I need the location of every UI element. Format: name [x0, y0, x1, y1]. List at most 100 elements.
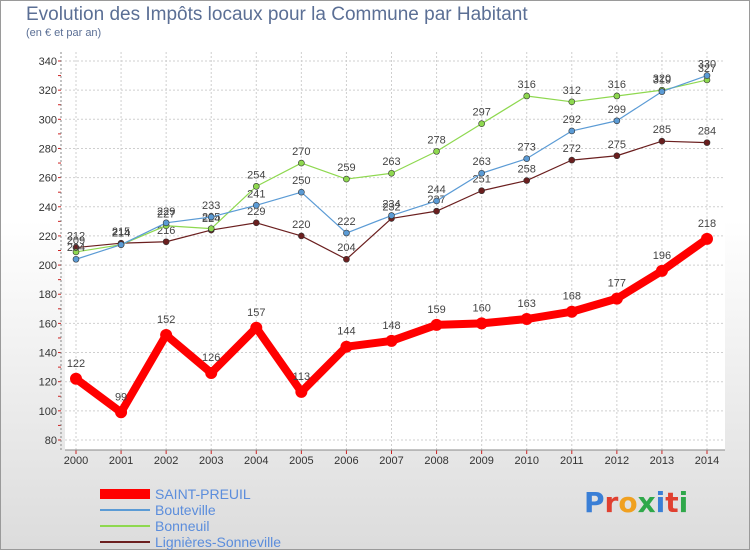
data-point-s3: [658, 137, 666, 145]
data-point-s1: [343, 229, 350, 237]
x-tick-label: 2010: [514, 455, 538, 467]
data-point-s0: [610, 292, 623, 305]
data-label-s2: 254: [247, 169, 265, 181]
data-label-s1: 330: [698, 59, 716, 71]
y-tick-label: 280: [39, 143, 57, 155]
data-label-s3: 215: [112, 226, 130, 238]
data-point-s0: [295, 385, 308, 398]
data-label-s0: 218: [698, 218, 716, 230]
data-point-s0: [115, 406, 128, 419]
data-label-s2: 214: [112, 228, 130, 240]
data-point-s0: [475, 317, 488, 330]
data-label-s0: 196: [653, 250, 671, 262]
legend-swatch-bonneuil: [100, 525, 150, 527]
data-label-s1: 222: [337, 216, 355, 228]
data-label-s3: 272: [563, 143, 581, 155]
data-point-s1: [207, 213, 215, 221]
data-point-s2: [523, 92, 531, 100]
x-tick-label: 2008: [424, 455, 448, 467]
data-label-s2: 327: [698, 63, 716, 75]
y-tick-label: 240: [39, 202, 57, 214]
data-point-s0: [655, 264, 668, 277]
data-label-s1: 214: [112, 228, 130, 240]
data-label-s2: 320: [653, 73, 671, 85]
data-point-s1: [523, 155, 531, 162]
legend-item-lignieres-sonneville: Lignières-Sonneville: [100, 534, 330, 550]
x-tick-label: 2006: [334, 455, 358, 467]
data-point-s3: [613, 152, 621, 160]
data-point-s2: [298, 159, 305, 167]
y-tick-label: 320: [39, 85, 57, 97]
legend-item-bonneuil: Bonneuil: [100, 518, 330, 534]
data-label-s2: 312: [563, 85, 581, 97]
data-label-s0: 159: [427, 304, 445, 316]
data-point-s0: [340, 340, 353, 353]
data-label-s0: 177: [608, 278, 626, 290]
data-point-s3: [252, 219, 260, 227]
data-point-s0: [430, 318, 443, 331]
data-point-s0: [701, 232, 713, 245]
x-tick-label: 2009: [469, 455, 493, 467]
data-label-s2: 263: [382, 156, 400, 168]
data-label-s0: 152: [157, 314, 175, 326]
data-label-s1: 241: [247, 188, 265, 200]
data-label-s0: 148: [382, 320, 400, 332]
data-label-s2: 270: [292, 146, 310, 158]
data-label-s0: 160: [472, 302, 490, 314]
x-tick-label: 2011: [560, 455, 584, 467]
data-label-s1: 233: [202, 200, 220, 212]
data-point-s3: [433, 207, 440, 215]
data-point-s3: [478, 187, 485, 195]
data-point-s1: [613, 117, 621, 125]
legend-label-bouteville: Bouteville: [155, 502, 216, 518]
x-tick-label: 2000: [64, 455, 88, 467]
data-label-s2: 297: [472, 107, 490, 119]
data-label-s1: 244: [427, 184, 445, 196]
data-label-s1: 234: [382, 199, 400, 211]
y-tick-label: 260: [39, 173, 57, 185]
data-label-s3: 275: [608, 139, 626, 151]
data-label-s1: 263: [472, 156, 490, 168]
y-tick-label: 80: [45, 435, 57, 447]
data-point-s1: [478, 169, 485, 177]
data-point-s2: [388, 169, 395, 177]
x-tick-label: 2012: [605, 455, 629, 467]
data-point-s2: [72, 248, 80, 256]
data-label-s2: 316: [608, 79, 626, 91]
data-label-s0: 122: [67, 358, 85, 370]
data-point-s0: [385, 334, 398, 347]
data-label-s1: 229: [157, 206, 175, 218]
x-tick-label: 2004: [244, 455, 268, 467]
data-point-s1: [703, 72, 711, 79]
data-point-s1: [568, 127, 576, 135]
proxiti-logo: Proxiti: [584, 486, 689, 519]
data-point-s1: [433, 197, 440, 205]
data-label-s0: 126: [202, 352, 220, 364]
legend-swatch-bouteville: [100, 509, 150, 511]
data-label-s2: 278: [427, 134, 445, 146]
data-point-s3: [568, 156, 576, 164]
data-label-s3: 204: [337, 242, 355, 254]
data-label-s0: 163: [518, 298, 536, 310]
data-point-s2: [207, 225, 215, 232]
data-point-s1: [298, 188, 305, 196]
y-tick-label: 340: [39, 56, 57, 68]
x-tick-label: 2001: [109, 455, 133, 467]
legend-item-bouteville: Bouteville: [100, 502, 330, 518]
data-point-s1: [658, 88, 666, 95]
legend-label-lignieres-sonneville: Lignières-Sonneville: [155, 534, 282, 550]
data-point-s3: [343, 255, 350, 263]
data-point-s3: [298, 232, 305, 240]
data-point-s1: [117, 241, 125, 248]
legend-label-saint-preuil: SAINT-PREUIL: [155, 486, 251, 502]
x-tick-label: 2014: [695, 455, 719, 467]
data-point-s1: [162, 219, 170, 227]
y-tick-label: 200: [39, 260, 57, 272]
data-point-s2: [568, 98, 576, 106]
legend-item-saint-preuil: SAINT-PREUIL: [100, 486, 330, 502]
data-label-s0: 168: [563, 291, 581, 303]
data-label-s0: 157: [247, 307, 265, 319]
x-tick-label: 2007: [379, 455, 403, 467]
data-point-s3: [523, 177, 531, 184]
